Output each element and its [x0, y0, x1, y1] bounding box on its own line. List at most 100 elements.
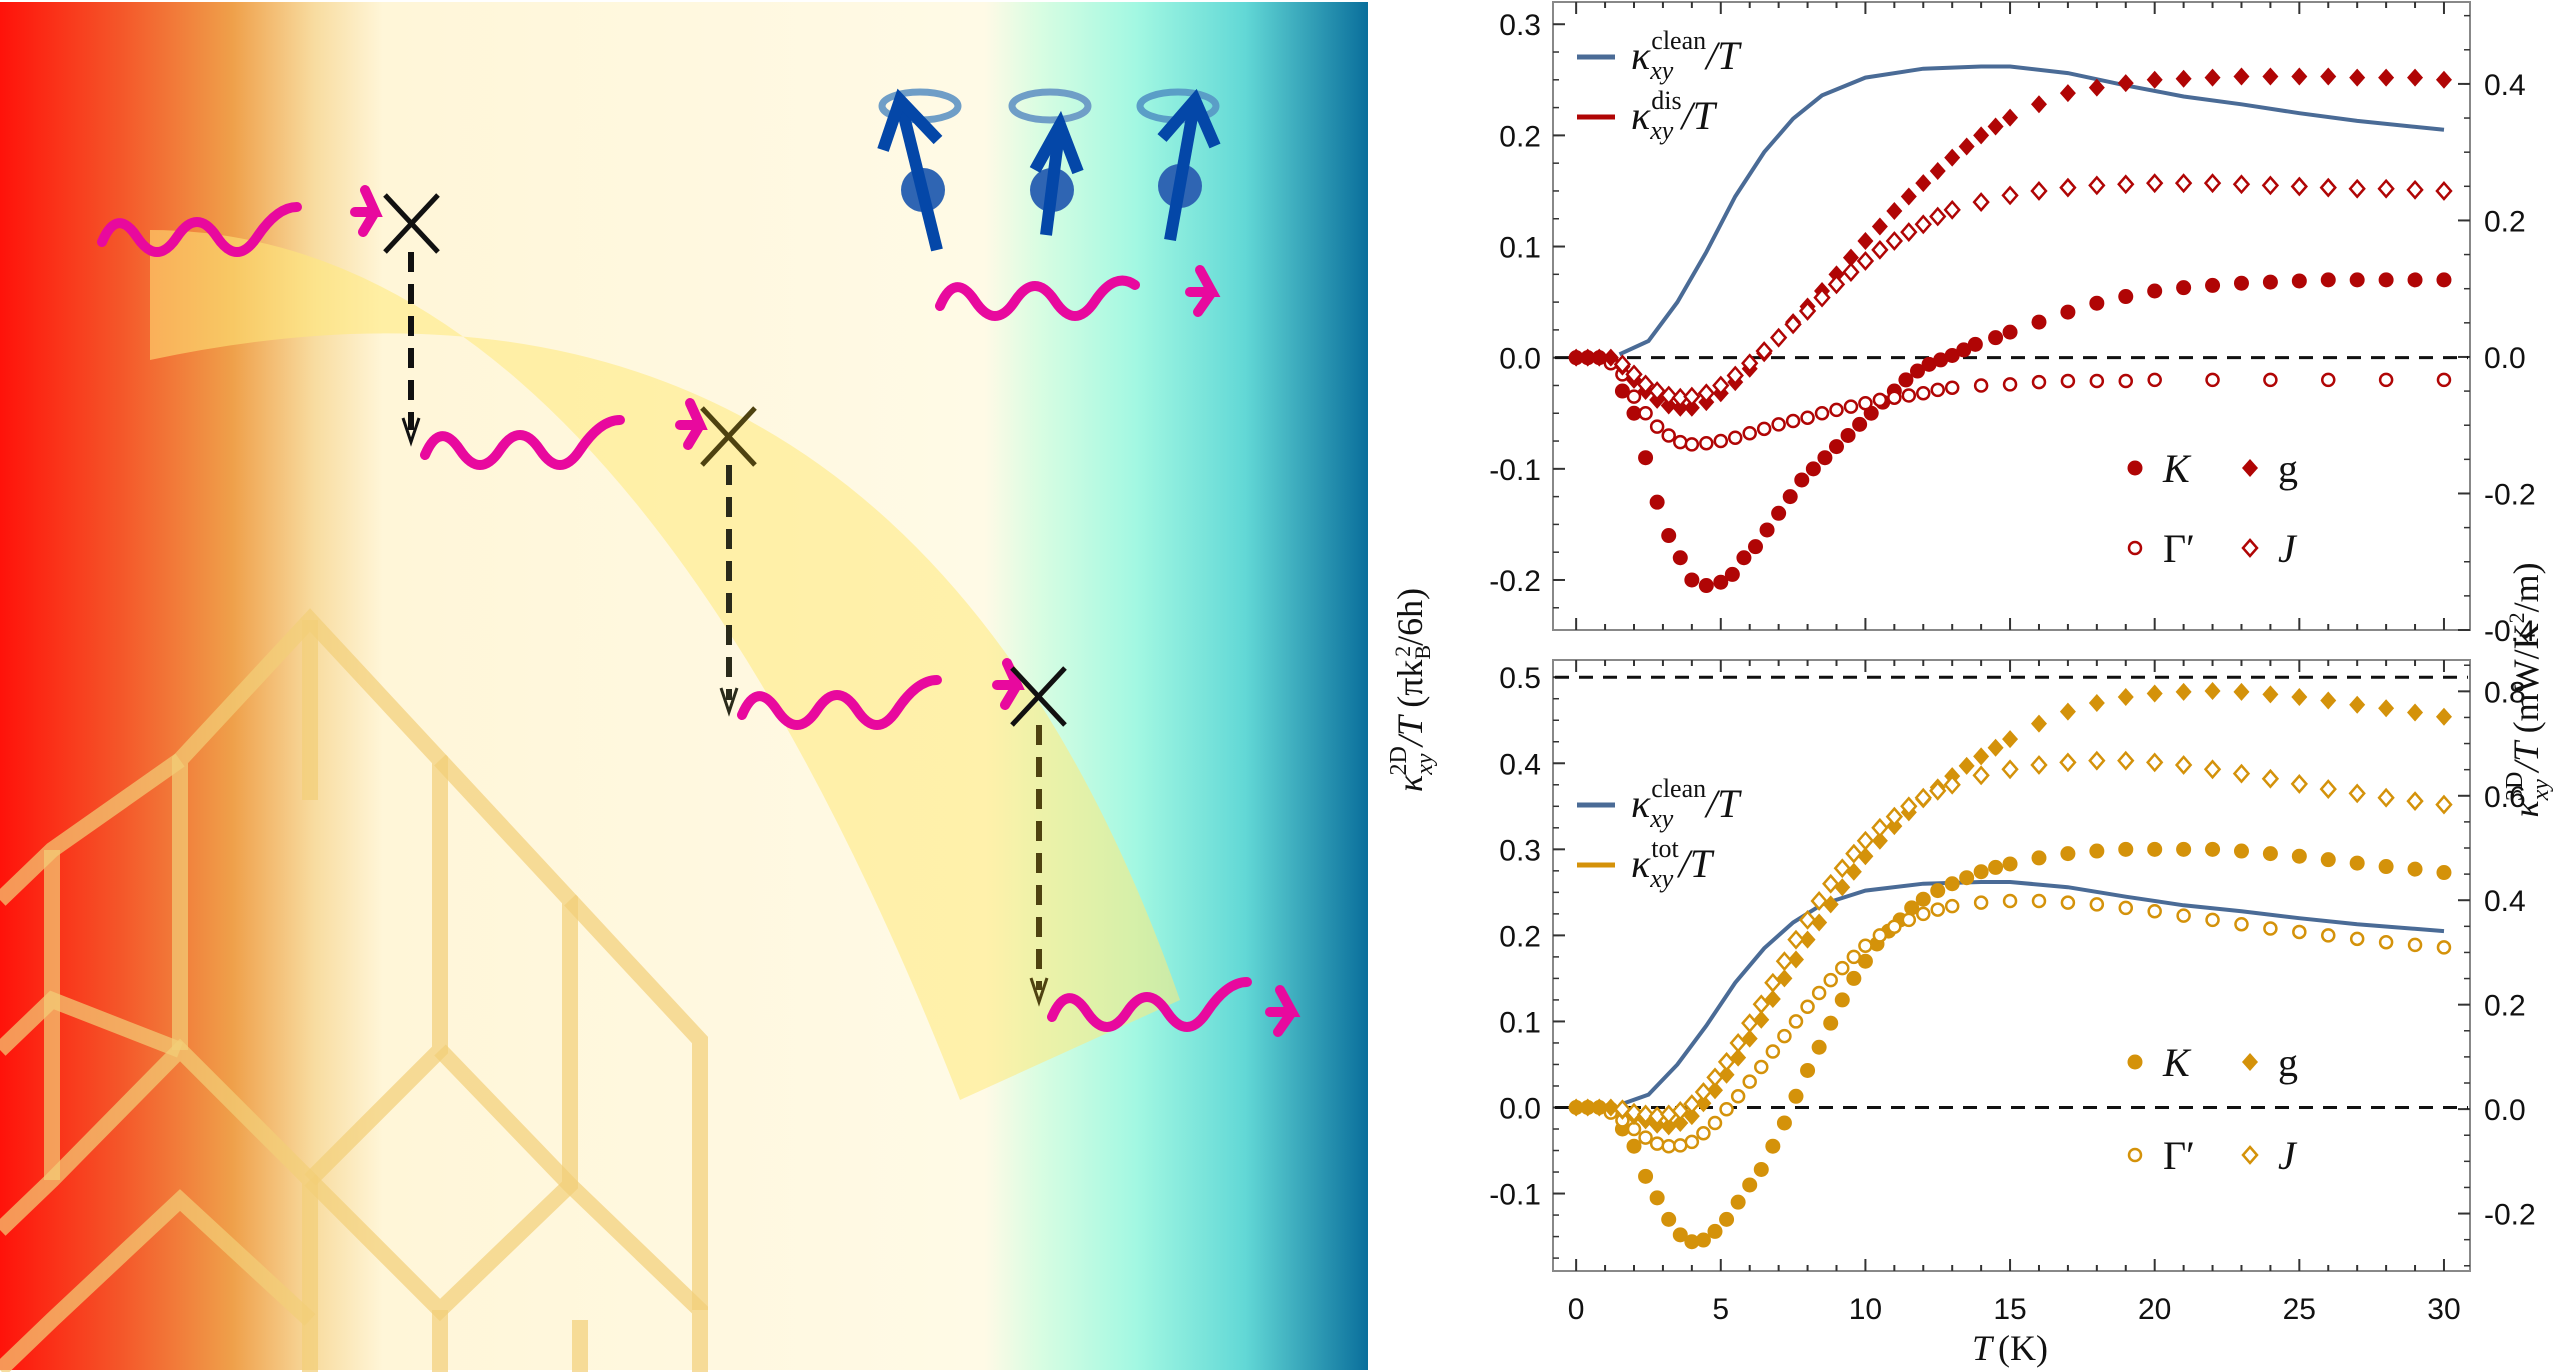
data-point-K: [1915, 891, 1931, 907]
data-point-Gamma: [1944, 380, 1960, 395]
y-tick-label: 0.1: [1499, 232, 1541, 265]
y-right-tick-label: 0.6: [2484, 781, 2526, 814]
y-tick-label: 0.4: [1499, 748, 1541, 781]
data-point-K: [2060, 846, 2076, 862]
data-point-J: [1885, 231, 1904, 251]
data-point-Gamma: [1785, 413, 1801, 429]
transition-arrow-1: [401, 252, 421, 447]
data-point-J: [1648, 381, 1666, 401]
data-point-Gamma: [1835, 960, 1850, 976]
data-point-J: [1636, 1104, 1655, 1125]
data-point-K: [1857, 953, 1873, 969]
data-point-g: [1579, 348, 1596, 367]
data-point-K: [1765, 1138, 1781, 1154]
legend-marker-label: J: [2278, 526, 2298, 571]
legend-marker-g: [2242, 1053, 2258, 1071]
data-point-Gamma: [2436, 940, 2452, 955]
data-point-K: [2436, 272, 2452, 288]
data-point-J: [1764, 972, 1782, 993]
data-point-g: [2204, 681, 2221, 700]
bottom-panel-tot: -0.1 0.0 0.1 0.2 0.3 0.4 0.5 -0.2 0.0 0.2 0.4 0.6 0.…: [1489, 659, 2536, 1326]
data-point-Gamma: [1872, 392, 1888, 408]
data-point-J: [2117, 750, 2135, 771]
data-point-g: [2435, 707, 2452, 726]
spin-icon-1: [877, 88, 962, 252]
data-point-K: [2320, 272, 2336, 288]
data-point-K: [1846, 970, 1862, 986]
data-point-Gamma: [2292, 924, 2307, 940]
y-right-tick-label: -0.2: [2484, 1199, 2536, 1232]
data-point-K: [2233, 843, 2249, 859]
x-tick-label: 20: [2138, 1293, 2171, 1326]
data-point-J: [1827, 274, 1846, 295]
data-point-J: [1787, 929, 1805, 950]
data-point-Gamma: [2147, 904, 2162, 919]
data-point-J: [2348, 178, 2366, 199]
legend-marker-K: [2127, 460, 2143, 476]
y-right-tick-label: -0.2: [2484, 478, 2536, 511]
data-point-g: [2030, 95, 2047, 114]
series-clean: [1618, 64, 2445, 357]
series-Γ′: [1603, 893, 2452, 1154]
data-point-J: [2001, 185, 2019, 206]
legend-label: κxyclean/T: [1631, 774, 1742, 833]
data-point-J: [1784, 314, 1802, 335]
data-point-J: [1871, 817, 1889, 838]
data-point-g: [1842, 248, 1859, 267]
legend-marker-J: [2241, 538, 2259, 558]
data-point-K: [1638, 1168, 1654, 1184]
data-point-K: [1828, 439, 1844, 455]
data-point-K: [2233, 275, 2249, 291]
data-point-J: [2348, 783, 2366, 804]
data-point-g: [2002, 730, 2019, 749]
thermal-hall-charts: -0.2 -0.1 0.0 0.1 0.2 0.3 -0.4 -0.2 0.0 0.2 0.4 κxy…: [1386, 1, 2554, 1368]
data-point-K: [1707, 1223, 1723, 1239]
data-point-K: [1782, 489, 1798, 505]
y-tick-label: 0.2: [1499, 920, 1541, 953]
data-point-J: [2290, 774, 2308, 794]
legend-marker-label: K: [2162, 1040, 2192, 1085]
data-point-K: [1661, 1211, 1677, 1227]
y-tick-label: -0.1: [1489, 454, 1541, 487]
data-point-Gamma: [2378, 372, 2394, 388]
data-point-J: [2059, 177, 2077, 198]
data-point-K: [2002, 324, 2018, 340]
series-K: [1568, 272, 2452, 594]
legend-label: κxytot/T: [1631, 834, 1715, 893]
legend-label: κxydis/T: [1631, 86, 1718, 145]
data-point-J: [1755, 341, 1773, 361]
data-point-J: [1613, 354, 1632, 375]
data-point-J: [1697, 383, 1715, 404]
data-point-g: [1602, 1098, 1619, 1117]
data-point-J: [1856, 251, 1875, 271]
data-point-g: [2117, 74, 2134, 93]
data-point-g: [1695, 1094, 1712, 1113]
data-point-J: [2174, 173, 2193, 194]
data-point-K: [2060, 304, 2076, 320]
data-point-g: [2146, 684, 2163, 703]
x-axis-title-var: T: [1972, 1328, 1995, 1368]
data-point-Gamma: [2378, 935, 2394, 950]
data-point-J: [1842, 262, 1860, 282]
data-point-Gamma: [1754, 1059, 1769, 1075]
data-point-g: [1987, 117, 2004, 136]
data-point-Gamma: [1673, 434, 1688, 450]
data-point-J: [1729, 1033, 1747, 1053]
transition-arrow-3: [1029, 725, 1049, 1007]
series-K: [1568, 841, 2452, 1250]
data-point-Gamma: [2118, 900, 2134, 916]
data-point-K: [1753, 1161, 1769, 1177]
legend-marker-label: Γ′: [2163, 526, 2195, 571]
x-tick-label: 10: [1849, 1293, 1882, 1326]
data-point-g: [2088, 694, 2105, 713]
data-point-K: [1742, 1177, 1758, 1193]
data-point-J: [1671, 1101, 1689, 1121]
data-point-K: [2349, 272, 2365, 288]
data-point-Gamma: [1930, 902, 1945, 917]
data-point-Gamma: [2234, 916, 2249, 932]
data-point-J: [1798, 909, 1817, 930]
data-point-J: [2290, 176, 2308, 197]
data-point-g: [1591, 348, 1608, 367]
clean-curve: [1618, 64, 2445, 357]
y-tick-label: 0.5: [1499, 662, 1541, 695]
